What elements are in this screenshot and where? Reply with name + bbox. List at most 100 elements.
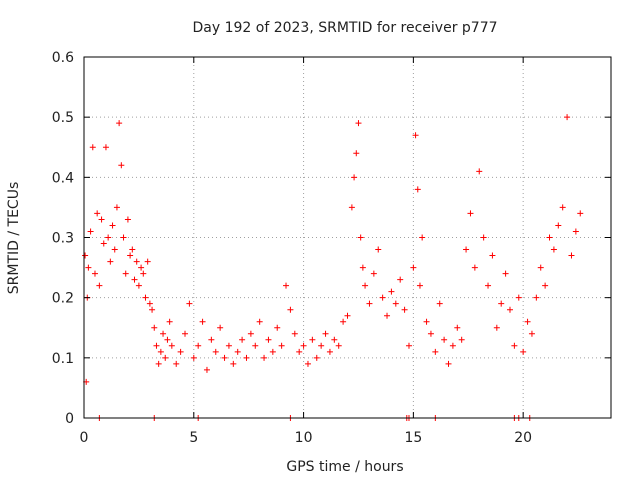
data-point [502, 270, 509, 277]
data-point [105, 234, 112, 241]
data-point [221, 354, 228, 361]
data-point [318, 342, 325, 349]
data-point [458, 336, 465, 343]
data-point [355, 120, 362, 127]
x-axis-label: GPS time / hours [286, 459, 403, 475]
data-point [234, 348, 241, 355]
data-point [162, 354, 169, 361]
data-point [533, 294, 540, 301]
data-point [296, 348, 303, 355]
data-point [135, 282, 142, 289]
chart-title: Day 192 of 2023, SRMTID for receiver p77… [192, 20, 497, 36]
data-point [559, 204, 566, 211]
data-point [195, 342, 202, 349]
data-point [577, 210, 584, 217]
data-point [392, 300, 399, 307]
data-point [212, 348, 219, 355]
data-point [427, 330, 434, 337]
data-point [278, 342, 285, 349]
data-point [142, 294, 149, 301]
data-point [265, 336, 272, 343]
data-point [436, 300, 443, 307]
data-point [138, 264, 145, 271]
data-point [239, 336, 246, 343]
data-point [498, 300, 505, 307]
data-point [102, 144, 109, 151]
data-point [243, 354, 250, 361]
data-point [85, 264, 92, 271]
x-tick-label: 5 [189, 430, 198, 446]
data-point [335, 342, 342, 349]
data-point [160, 330, 167, 337]
data-point [467, 210, 474, 217]
data-point [351, 174, 358, 181]
data-point [111, 246, 118, 253]
data-point [91, 270, 98, 277]
data-point [89, 144, 96, 151]
data-point [168, 342, 175, 349]
data-point [432, 348, 439, 355]
data-point [291, 330, 298, 337]
data-point [449, 342, 456, 349]
data-point [520, 348, 527, 355]
data-point [568, 252, 575, 259]
data-point [173, 360, 180, 367]
data-point [572, 228, 579, 235]
data-point [471, 264, 478, 271]
data-point [414, 186, 421, 193]
data-point [524, 318, 531, 325]
data-point [149, 306, 156, 313]
data-point [340, 318, 347, 325]
data-point [331, 336, 338, 343]
y-tick-label: 0.4 [52, 170, 74, 186]
data-point [511, 342, 518, 349]
data-point [287, 306, 294, 313]
data-point [230, 360, 237, 367]
data-point [410, 264, 417, 271]
data-point [217, 324, 224, 331]
data-point [416, 282, 423, 289]
data-point [304, 360, 311, 367]
data-point [186, 300, 193, 307]
y-tick-label: 0.1 [52, 351, 74, 367]
data-point [96, 282, 103, 289]
data-point [423, 318, 430, 325]
data-point [546, 234, 553, 241]
data-point [146, 300, 153, 307]
y-tick-label: 0 [65, 411, 74, 427]
data-point [375, 246, 382, 253]
data-point [454, 324, 461, 331]
data-point [401, 306, 408, 313]
data-point [116, 120, 123, 127]
y-tick-label: 0.5 [52, 110, 74, 126]
data-point [445, 360, 452, 367]
y-tick-label: 0.3 [52, 231, 74, 247]
data-points [82, 114, 584, 385]
x-axis-ticks: 0 5 10 15 20 [80, 57, 532, 446]
data-point [118, 162, 125, 169]
data-point [94, 210, 101, 217]
data-point [412, 132, 419, 139]
data-point [485, 282, 492, 289]
data-point [344, 312, 351, 319]
data-point [177, 348, 184, 355]
y-axis-label: SRMTID / TECUs [6, 182, 22, 295]
data-point [441, 336, 448, 343]
x-tick-label: 15 [404, 430, 422, 446]
data-point [256, 318, 263, 325]
data-point [384, 312, 391, 319]
data-point [144, 258, 151, 265]
data-point [326, 348, 333, 355]
data-point [366, 300, 373, 307]
data-point [261, 354, 268, 361]
data-point [309, 336, 316, 343]
data-point [405, 342, 412, 349]
data-point [109, 222, 116, 229]
data-point [359, 264, 366, 271]
data-point [362, 282, 369, 289]
data-point [124, 216, 131, 223]
data-point [208, 336, 215, 343]
data-point [322, 330, 329, 337]
